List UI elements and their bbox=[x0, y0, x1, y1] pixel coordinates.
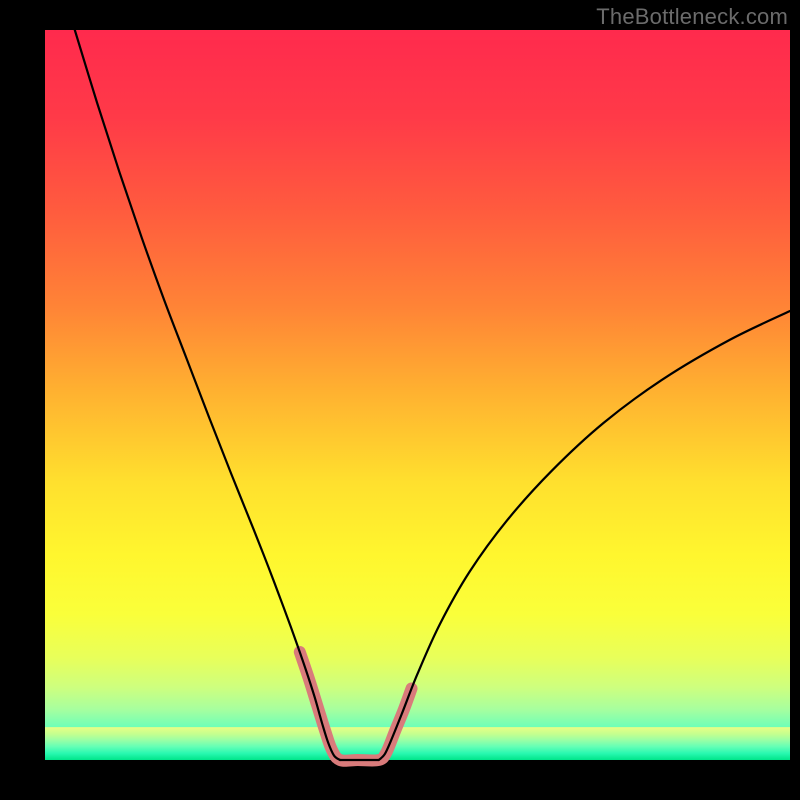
chart-container: TheBottleneck.com bbox=[0, 0, 800, 800]
plot-background-gradient bbox=[45, 30, 790, 760]
plot-green-band bbox=[45, 727, 790, 760]
watermark-text: TheBottleneck.com bbox=[596, 4, 788, 30]
bottleneck-chart bbox=[0, 0, 800, 800]
